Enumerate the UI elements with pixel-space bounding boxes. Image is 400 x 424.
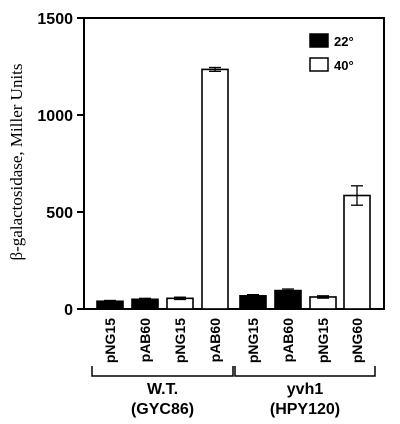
bars: [96, 66, 371, 310]
category-label: pNG15: [172, 318, 188, 363]
legend-swatch: [309, 33, 329, 48]
category-label: pNG60: [349, 318, 365, 363]
y-axis-label: β-galactosidase, Miller Units: [7, 63, 26, 260]
legend-label: 40°: [334, 58, 354, 73]
category-label: pAB60: [280, 318, 296, 363]
y-tick-label: 500: [46, 205, 73, 222]
chart-axes: [83, 17, 385, 310]
category-label: pAB60: [207, 318, 223, 363]
bar: [239, 295, 267, 310]
group-label-name: yvh1: [287, 381, 324, 398]
bar: [201, 68, 229, 310]
group-label-strain: (GYC86): [131, 401, 194, 418]
category-label: pAB60: [137, 318, 153, 363]
category-label: pNG15: [102, 318, 118, 363]
bar: [274, 289, 302, 310]
legend-swatch: [309, 57, 329, 72]
bar: [343, 194, 371, 310]
plot-frame: [83, 17, 385, 310]
y-tick-label: 0: [64, 302, 73, 319]
group-bracket: [91, 366, 234, 377]
legend: 22° 40°: [309, 33, 354, 73]
y-axis-ticks: 0 500 1000 1500: [37, 11, 84, 319]
legend-label: 22°: [334, 34, 354, 49]
group-label-strain: (HPY120): [270, 401, 340, 418]
group-bracket: [234, 366, 376, 377]
y-tick-label: 1000: [37, 108, 73, 125]
group-brackets: W.T. (GYC86) yvh1 (HPY120): [91, 366, 376, 418]
category-labels: pNG15 pAB60 pNG15 pAB60 pNG15 pAB60 pNG15 pNG60: [102, 318, 365, 363]
category-label: pNG15: [245, 318, 261, 363]
group-label-name: W.T.: [147, 381, 178, 398]
y-tick-label: 1500: [37, 11, 73, 28]
category-label: pNG15: [315, 318, 331, 363]
